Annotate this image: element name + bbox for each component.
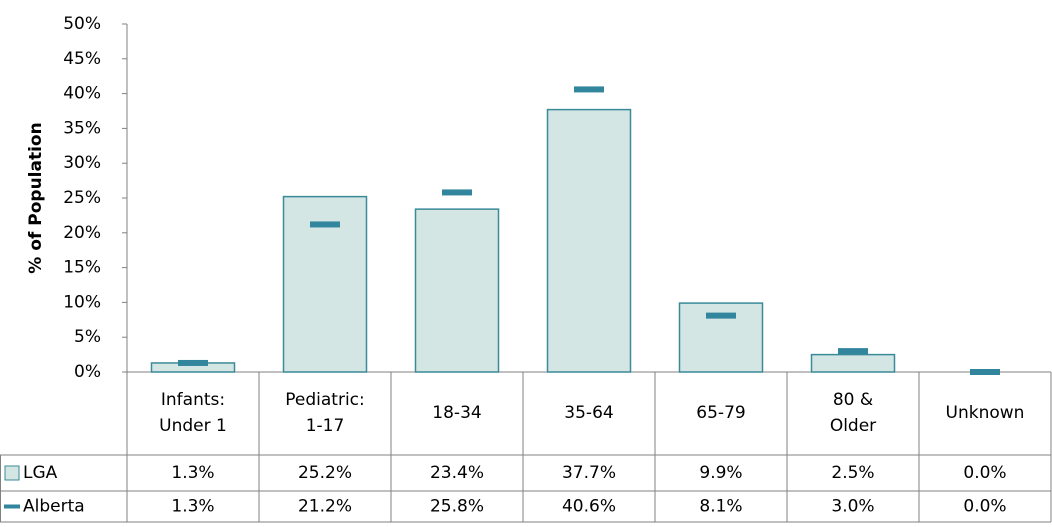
y-tick-label: 30% bbox=[63, 153, 101, 173]
x-tick-label: 18-34 bbox=[432, 403, 481, 423]
bar bbox=[546, 108, 632, 373]
table-cell: 1.3% bbox=[171, 497, 214, 517]
table-cell: 25.2% bbox=[298, 463, 352, 483]
y-tick-label: 45% bbox=[63, 49, 101, 69]
marker bbox=[178, 359, 208, 366]
y-tick-label: 40% bbox=[63, 84, 101, 104]
y-axis-title: % of Population bbox=[26, 122, 46, 273]
table-cell: 25.8% bbox=[430, 497, 484, 517]
table-cell: 1.3% bbox=[171, 463, 214, 483]
legend-label: Alberta bbox=[23, 497, 85, 517]
x-tick-label: 65-79 bbox=[696, 403, 745, 423]
table-cell: 2.5% bbox=[831, 463, 874, 483]
y-tick-label: 15% bbox=[63, 258, 101, 278]
legend-swatch bbox=[4, 504, 20, 509]
marker bbox=[442, 189, 472, 196]
marker bbox=[970, 369, 1000, 375]
marker bbox=[574, 86, 604, 93]
y-tick-label: 25% bbox=[63, 188, 101, 208]
y-tick-label: 5% bbox=[74, 327, 101, 347]
x-tick-label: 35-64 bbox=[564, 403, 613, 423]
table-cell: 21.2% bbox=[298, 497, 352, 517]
table-cell: 40.6% bbox=[562, 497, 616, 517]
marker bbox=[310, 221, 340, 228]
y-tick-label: 0% bbox=[74, 362, 101, 382]
table-cell: 0.0% bbox=[963, 497, 1006, 517]
x-tick-label: 80 & Older bbox=[830, 390, 876, 436]
table-cell: 8.1% bbox=[699, 497, 742, 517]
marker bbox=[838, 348, 868, 355]
y-tick-label: 10% bbox=[63, 292, 101, 312]
bar bbox=[810, 353, 896, 373]
table-cell: 0.0% bbox=[963, 463, 1006, 483]
table-cell: 37.7% bbox=[562, 463, 616, 483]
y-tick-label: 50% bbox=[63, 14, 101, 34]
y-tick-label: 20% bbox=[63, 223, 101, 243]
x-tick-label: Unknown bbox=[946, 403, 1025, 423]
legend-label: LGA bbox=[23, 463, 58, 483]
table-cell: 23.4% bbox=[430, 463, 484, 483]
bar bbox=[414, 208, 500, 373]
x-tick-label: Infants: Under 1 bbox=[159, 390, 227, 436]
x-tick-label: Pediatric: 1-17 bbox=[285, 390, 365, 436]
marker bbox=[706, 312, 736, 319]
legend-swatch bbox=[4, 465, 20, 481]
table-cell: 3.0% bbox=[831, 497, 874, 517]
table-cell: 9.9% bbox=[699, 463, 742, 483]
y-tick-label: 35% bbox=[63, 118, 101, 138]
